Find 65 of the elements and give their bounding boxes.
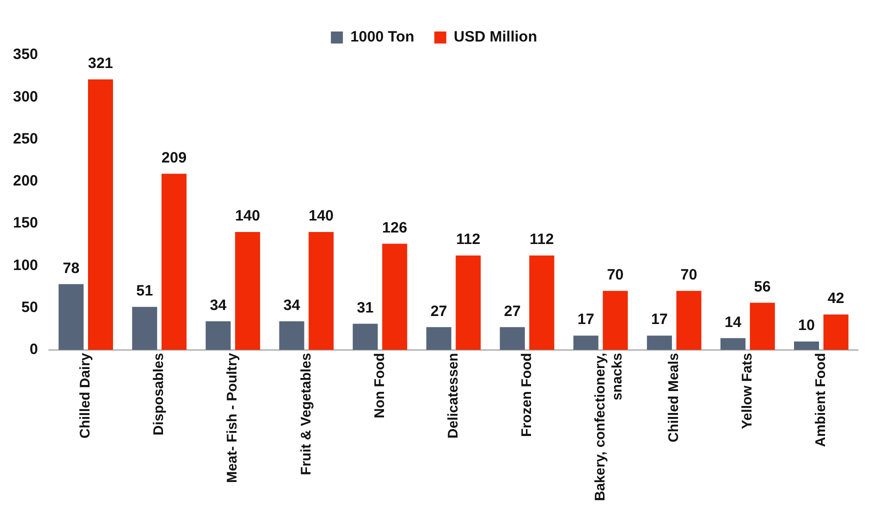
x-tick-label: Meat- Fish - Poultry — [224, 352, 240, 483]
data-label: 70 — [606, 266, 624, 284]
bar — [132, 306, 158, 350]
data-label: 140 — [308, 208, 334, 225]
data-label: 34 — [283, 296, 301, 314]
data-label: 42 — [828, 290, 844, 308]
bar — [308, 232, 334, 350]
data-label: 51 — [136, 282, 153, 300]
y-tick-label: 250 — [12, 130, 38, 148]
x-tick-label: Delicatessen — [444, 352, 460, 439]
y-tick-label: 0 — [30, 341, 38, 358]
y-tick-label: 150 — [12, 214, 38, 232]
bar — [88, 79, 114, 350]
bar — [646, 336, 672, 350]
data-label: 14 — [724, 314, 742, 331]
bar — [823, 314, 848, 350]
bar — [720, 338, 746, 350]
bar — [676, 290, 702, 350]
bar — [794, 341, 820, 350]
x-tick-label: Ambient Food — [812, 352, 828, 448]
data-label: 17 — [651, 311, 668, 328]
x-tick-label: Frozen Food — [518, 352, 534, 437]
data-label: 17 — [578, 311, 594, 328]
legend-label: 1000 Ton — [350, 28, 414, 46]
bar — [426, 327, 452, 350]
data-label: 27 — [504, 302, 521, 320]
bar — [500, 327, 525, 350]
bar — [602, 290, 628, 350]
y-tick-label: 200 — [12, 172, 38, 190]
y-tick-label: 300 — [12, 88, 38, 106]
y-tick-label: 100 — [12, 256, 38, 274]
bar — [235, 232, 260, 350]
data-label: 321 — [88, 55, 114, 72]
x-tick-label: Bakery, confectionery, snacks — [591, 352, 624, 501]
x-tick-label: Chilled Meals — [665, 352, 681, 442]
data-label: 140 — [235, 208, 260, 225]
data-label: 27 — [430, 302, 448, 320]
bar — [456, 256, 481, 350]
legend-label: USD Million — [454, 28, 538, 46]
y-tick-label: 50 — [21, 298, 38, 316]
x-tick-label: Non Food — [370, 352, 387, 418]
data-label: 78 — [62, 260, 80, 277]
bar — [206, 321, 231, 350]
data-label: 126 — [382, 219, 408, 236]
data-label: 31 — [356, 299, 374, 316]
data-label: 209 — [162, 149, 187, 166]
bar — [352, 324, 378, 350]
bar — [529, 256, 554, 350]
data-label: 56 — [754, 278, 771, 296]
bar — [750, 302, 775, 350]
bar — [58, 284, 84, 350]
y-tick-label: 350 — [12, 46, 38, 64]
data-label: 70 — [680, 266, 698, 284]
x-tick-label: Yellow Fats — [738, 352, 755, 430]
data-label: 10 — [798, 317, 815, 334]
bar — [382, 244, 408, 350]
bar — [573, 336, 598, 350]
x-tick-label: Disposables — [150, 352, 166, 436]
bar — [279, 321, 304, 350]
data-label: 34 — [210, 296, 228, 314]
x-tick-label: Chilled Dairy — [76, 352, 93, 438]
x-tick-label: Fruit & Vegetables — [297, 352, 314, 476]
bar — [162, 174, 187, 350]
data-label: 112 — [456, 231, 480, 248]
data-label: 112 — [530, 231, 554, 248]
